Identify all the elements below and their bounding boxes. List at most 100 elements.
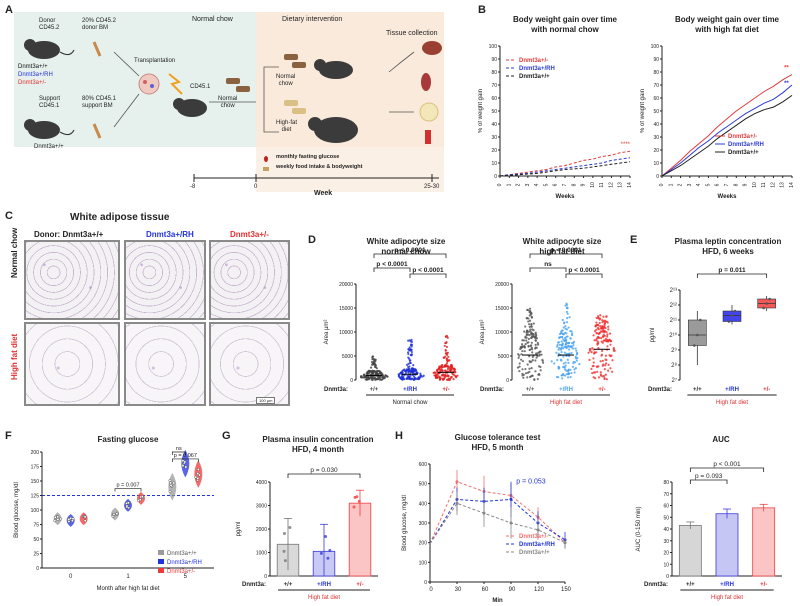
data-point [360,374,363,378]
y-tick-label: 50 [491,109,497,115]
y-tick-label: 3000 [256,504,267,510]
data-point [606,335,609,338]
donor-bm-label: 20% CD45.2 donor BM [82,18,117,31]
y-tick-label: 1000 [256,551,267,557]
x-tick-label: 6 [553,183,559,186]
data-point [566,358,569,361]
data-point [535,346,538,349]
chart-title-line: Body weight gain over time [513,15,618,24]
data-point [593,351,596,355]
data-point [283,559,287,563]
y-tick-label: 60 [491,96,497,102]
data-point [606,345,609,348]
data-point [446,367,450,371]
data-point [529,375,532,379]
data-point [445,335,448,338]
data-point [433,371,436,374]
data-point [595,316,598,320]
y-tick-label: 200 [419,541,428,547]
data-point [601,375,604,378]
data-point [607,339,610,343]
x-tick-label: 3 [525,183,531,186]
data-point [112,512,116,516]
comparison-bracket [689,479,728,484]
data-point [408,346,411,349]
data-point [528,323,531,326]
data-point [531,335,534,338]
cd451-label: CD45.1 [190,84,211,90]
data-point [527,308,530,312]
category-label: +/RH [317,582,331,588]
chart-title-line: AUC [712,435,730,444]
data-point [405,377,408,381]
x-tick-label: 0 [659,183,665,186]
data-point [529,311,532,314]
comparison-label: p < 0.0001 [550,247,582,254]
y-tick-label: 0 [666,574,669,580]
x-tick-label: 0 [429,587,433,593]
series-line-1 [499,157,631,177]
data-point [557,341,560,344]
y-tick-label: 15000 [495,306,509,312]
x-axis-label: Weeks [718,194,738,200]
axis-prefix-label: Dnmt3a: [242,582,266,588]
series-line-2 [499,161,631,177]
data-point [609,367,612,370]
data-point [445,362,449,365]
x-tick-label: 120 [534,587,545,593]
x-tick-label: 8 [571,183,577,186]
data-point [768,297,771,301]
data-point [563,336,567,340]
data-point [559,348,563,351]
x-tick-label: 5 [184,574,188,580]
data-point [364,375,367,378]
data-point [522,339,525,342]
y-tick-label: 20 [663,551,669,557]
data-point [604,373,607,376]
data-point [438,367,441,370]
data-point [558,346,561,350]
data-point [562,373,565,377]
data-point [442,356,445,359]
y-tick-label: 4000 [256,480,267,486]
data-point [196,476,200,480]
legend-label-1: Dnmt3a+/RH [728,142,764,148]
x-tick-label: 14 [627,182,633,188]
violin [79,512,88,526]
data-point [533,378,536,382]
y-tick-label: 80 [663,480,669,486]
y-axis-label: Blood glucose, mg/dl [402,495,408,551]
data-point [567,352,570,356]
y-tick-label: 40 [653,122,659,128]
comparison-label: p < 0.0001 [394,247,426,254]
data-point [564,342,568,345]
x-tick-label: 8 [733,183,739,186]
box [688,319,707,346]
data-point [422,374,425,377]
y-tick-label: 20000 [339,282,353,288]
data-point [523,350,526,353]
data-point [407,352,410,356]
y-tick-label: 0 [494,174,497,180]
data-point [126,501,130,505]
data-point [603,334,606,338]
legend-glucose: monthly fasting glucose [276,154,340,160]
data-point [371,358,374,361]
bone-icon [92,41,102,139]
data-point [528,325,531,328]
comparison-label: p = 0.007 [116,483,139,489]
chart-title-line: Body weight gain over time [675,15,780,24]
mouse-hfd-icon [308,117,358,143]
significance-label: **** [621,142,631,148]
comparison-bracket [529,267,567,272]
data-point [527,317,530,320]
scale-bar: 100 μm [256,397,276,404]
data-point [606,321,609,324]
data-point [410,350,413,354]
comparison-label: p = 0.093 [695,473,723,480]
data-point [447,355,450,359]
panel-label-a: A [5,4,13,16]
